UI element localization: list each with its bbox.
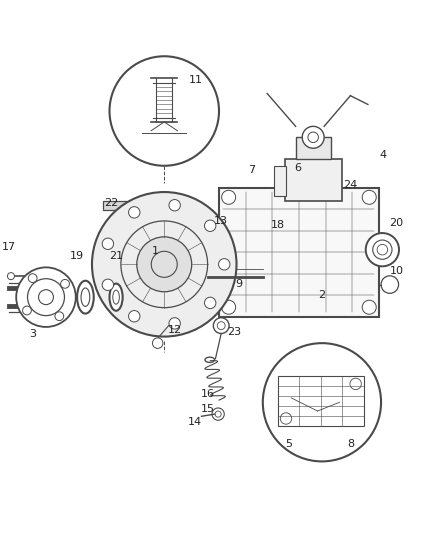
Text: 15: 15 bbox=[201, 404, 215, 414]
Circle shape bbox=[92, 192, 237, 336]
Text: 24: 24 bbox=[343, 181, 357, 190]
Bar bbox=[219, 188, 379, 317]
Text: 4: 4 bbox=[380, 150, 387, 160]
Bar bbox=[296, 138, 331, 159]
Circle shape bbox=[16, 268, 76, 327]
Bar bbox=[103, 201, 138, 209]
Ellipse shape bbox=[77, 281, 94, 313]
Circle shape bbox=[222, 190, 236, 204]
Text: 19: 19 bbox=[70, 251, 84, 261]
Text: 11: 11 bbox=[188, 75, 202, 85]
Circle shape bbox=[23, 306, 32, 315]
Circle shape bbox=[102, 279, 113, 290]
Text: 3: 3 bbox=[29, 329, 36, 340]
Text: 20: 20 bbox=[389, 217, 403, 228]
Bar bbox=[285, 159, 342, 201]
Text: 17: 17 bbox=[2, 242, 16, 252]
Circle shape bbox=[205, 297, 216, 309]
Circle shape bbox=[60, 279, 69, 288]
Circle shape bbox=[129, 207, 140, 218]
Bar bbox=[278, 376, 364, 426]
Text: 7: 7 bbox=[248, 165, 255, 175]
Text: 23: 23 bbox=[227, 327, 241, 337]
Circle shape bbox=[203, 233, 211, 241]
Text: 2: 2 bbox=[318, 290, 325, 300]
Circle shape bbox=[219, 259, 230, 270]
Circle shape bbox=[110, 56, 219, 166]
Circle shape bbox=[222, 300, 236, 314]
Text: 21: 21 bbox=[109, 251, 123, 261]
Circle shape bbox=[213, 318, 229, 334]
Circle shape bbox=[381, 276, 399, 293]
Text: 14: 14 bbox=[188, 417, 202, 427]
Circle shape bbox=[102, 238, 113, 249]
Circle shape bbox=[129, 311, 140, 322]
Bar bbox=[274, 166, 286, 197]
Text: 5: 5 bbox=[286, 439, 293, 449]
Circle shape bbox=[205, 220, 216, 231]
Text: 9: 9 bbox=[235, 279, 242, 289]
Text: 8: 8 bbox=[347, 439, 354, 449]
Ellipse shape bbox=[110, 284, 123, 311]
Circle shape bbox=[212, 408, 224, 420]
Circle shape bbox=[362, 190, 376, 204]
Circle shape bbox=[366, 233, 399, 266]
Text: 1: 1 bbox=[152, 246, 159, 256]
Circle shape bbox=[55, 312, 64, 320]
Circle shape bbox=[7, 273, 14, 280]
Text: 22: 22 bbox=[105, 198, 119, 208]
Circle shape bbox=[28, 274, 37, 282]
Circle shape bbox=[137, 237, 192, 292]
Text: 16: 16 bbox=[201, 389, 215, 399]
Circle shape bbox=[169, 199, 180, 211]
Circle shape bbox=[362, 300, 376, 314]
Text: 18: 18 bbox=[271, 220, 285, 230]
Circle shape bbox=[169, 318, 180, 329]
Circle shape bbox=[302, 126, 324, 148]
Circle shape bbox=[263, 343, 381, 462]
Circle shape bbox=[152, 338, 163, 349]
Text: 6: 6 bbox=[294, 163, 301, 173]
Text: 13: 13 bbox=[214, 215, 228, 225]
Text: 12: 12 bbox=[168, 325, 182, 335]
Text: 10: 10 bbox=[389, 266, 403, 276]
